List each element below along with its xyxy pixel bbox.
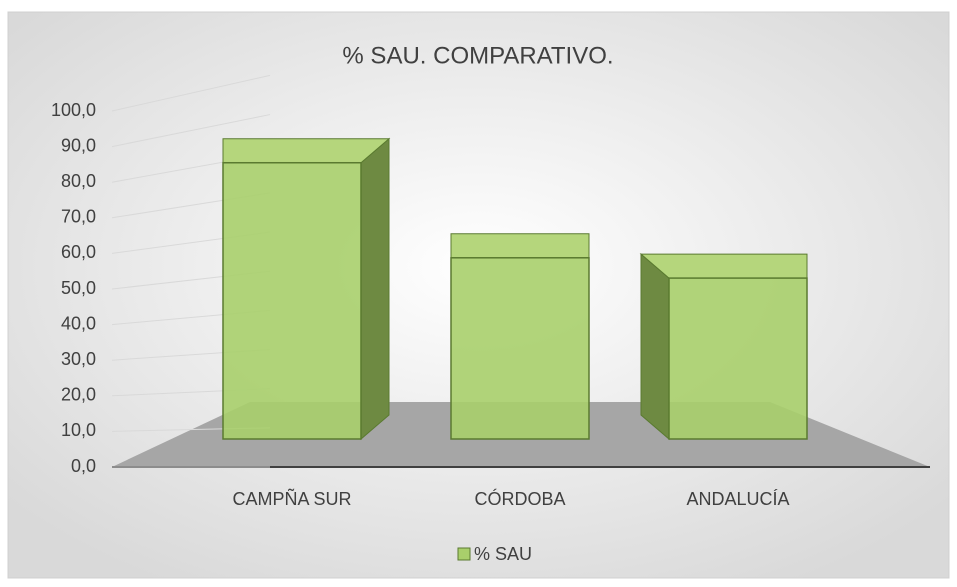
- y-tick-label: 40,0: [61, 313, 96, 333]
- bar: [222, 161, 362, 440]
- chart-title: % SAU. COMPARATIVO.: [342, 42, 613, 69]
- x-tick-label: CAMPÑA SUR: [232, 488, 351, 509]
- x-tick-label: CÓRDOBA: [474, 488, 565, 509]
- bar-side: [640, 253, 670, 441]
- bar: [668, 277, 808, 440]
- grid-line: [111, 74, 271, 112]
- bar-top-face: [222, 138, 391, 164]
- y-tick-label: 10,0: [61, 420, 96, 440]
- y-tick-label: 0,0: [71, 456, 96, 476]
- y-tick-label: 90,0: [61, 135, 96, 155]
- y-tick-label: 70,0: [61, 207, 96, 227]
- legend-swatch: [457, 547, 471, 561]
- bar-side: [360, 137, 390, 441]
- y-tick-label: 30,0: [61, 349, 96, 369]
- y-tick-label: 80,0: [61, 171, 96, 191]
- x-tick-label: ANDALUCÍA: [686, 489, 789, 509]
- grid-line: [111, 114, 271, 148]
- y-tick-label: 20,0: [61, 385, 96, 405]
- y-tick-label: 50,0: [61, 278, 96, 298]
- y-tick-label: 60,0: [61, 242, 96, 262]
- bar-top-face: [450, 233, 590, 259]
- y-tick-label: 100,0: [51, 100, 96, 120]
- bar-top-face: [639, 253, 808, 279]
- bar: [450, 257, 590, 440]
- legend-label: % SAU: [474, 544, 532, 564]
